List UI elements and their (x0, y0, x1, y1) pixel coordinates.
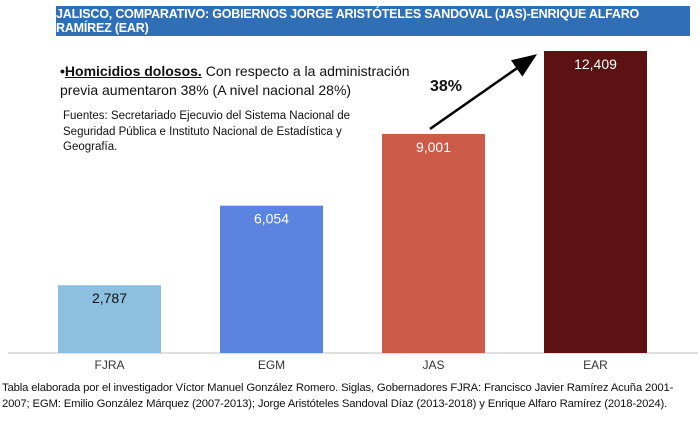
bar-jas (382, 133, 485, 353)
data-label-jas: 9,001 (416, 139, 451, 155)
bar-egm (220, 205, 323, 353)
note-bullet: • (60, 63, 65, 79)
bar-ear (544, 51, 647, 353)
sources-note: Fuentes: Secretariado Ejecuvio del Siste… (63, 110, 351, 153)
increase-arrow (429, 54, 538, 130)
footer-note: Tabla elaborada por el investigador Víct… (2, 382, 674, 410)
increase-annotation: 38% (430, 78, 463, 95)
homicide-note: •Homicidios dolosos. Con respecto a la a… (60, 62, 420, 100)
bar-fjra (58, 285, 161, 353)
data-label-ear: 12,409 (574, 56, 617, 72)
tick-label-jas: JAS (422, 358, 444, 372)
data-label-fjra: 2,787 (92, 290, 127, 306)
tick-label-fjra: FJRA (95, 358, 125, 372)
note-text: Con respecto a la administración previa … (60, 63, 410, 98)
note-heading: Homicidios dolosos. (64, 63, 202, 79)
data-label-egm: 6,054 (254, 211, 289, 227)
tick-label-ear: EAR (583, 358, 608, 372)
chart-title: JALISCO, COMPARATIVO: GOBIERNOS JORGE AR… (56, 6, 690, 36)
tick-label-egm: EGM (258, 358, 285, 372)
